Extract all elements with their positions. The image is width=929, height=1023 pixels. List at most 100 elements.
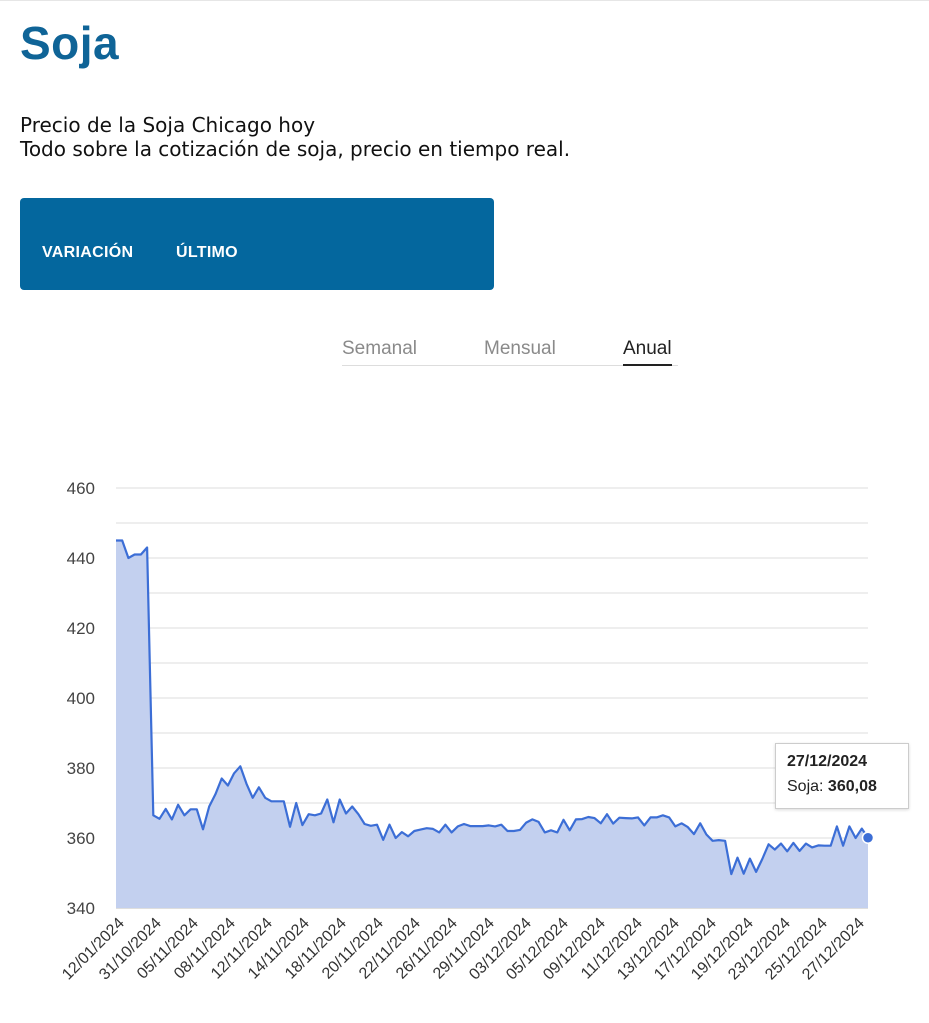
data-point [575,818,577,820]
data-point [482,825,484,827]
last-price-label: ÚLTIMO [176,244,238,261]
data-point [239,765,241,767]
data-point [625,817,627,819]
data-point [824,845,826,847]
data-point [681,822,683,824]
data-point [364,823,366,825]
data-point [413,830,415,832]
y-tick-label: 420 [67,619,95,638]
chart-tooltip: 27/12/2024 Soja: 360,08 [775,743,909,809]
data-point [339,799,341,801]
data-point [320,813,322,815]
data-point [227,785,229,787]
data-point [718,839,720,841]
data-point [426,827,428,829]
data-point [115,540,117,542]
data-point [587,816,589,818]
data-point [693,833,695,835]
data-point [805,843,807,845]
data-point [656,816,658,818]
data-point [308,813,310,815]
data-point [295,802,297,804]
data-point [370,825,372,827]
data-point [612,823,614,825]
data-point [569,829,571,831]
tooltip-value: 360,08 [827,778,877,795]
data-point [643,824,645,826]
data-point [333,821,335,823]
data-point [444,824,446,826]
y-tick-label: 440 [67,549,95,568]
data-point [208,806,210,808]
data-point [563,819,565,821]
data-point [755,871,757,873]
data-point [152,814,154,816]
subtitle-line-2: Todo sobre la cotización de soja, precio… [20,137,571,161]
data-point [326,799,328,801]
data-point [407,835,409,837]
data-point [650,816,652,818]
data-point [283,800,285,802]
data-point [699,822,701,824]
y-axis: 340 360 380 400 420 440 460 [67,479,95,918]
data-point [705,834,707,836]
data-point [768,843,770,845]
period-tabs: Semanal Mensual Anual [342,338,678,366]
data-point [674,825,676,827]
data-point [395,837,397,839]
data-point [270,800,272,802]
data-point [314,814,316,816]
data-point [420,829,422,831]
data-point [799,850,801,852]
data-point [594,817,596,819]
data-point [382,839,384,841]
data-point [519,829,521,831]
data-point [737,857,739,859]
data-point [836,825,838,827]
data-point [140,554,142,556]
data-point [749,858,751,860]
tab-semanal[interactable]: Semanal [342,338,417,359]
data-point [544,831,546,833]
page-subtitle: Precio de la Soja Chicago hoy Todo sobre… [20,113,570,161]
data-point [432,828,434,830]
data-point [214,793,216,795]
data-point [488,824,490,826]
top-divider [0,0,929,1]
price-chart: 340 360 380 400 420 440 460 12/01/202431/10/20… [59,479,875,983]
series-line [116,539,869,876]
data-point [637,816,639,818]
data-point [134,554,136,556]
data-point [730,873,732,875]
data-point [451,831,453,833]
data-point [631,817,633,819]
data-point [127,557,129,559]
data-point [780,843,782,845]
data-point [246,783,248,785]
data-point [177,804,179,806]
data-point [761,858,763,860]
data-point [351,806,353,808]
y-tick-label: 360 [67,829,95,848]
data-point [252,797,254,799]
data-point [301,824,303,826]
data-point [469,825,471,827]
data-point [687,826,689,828]
tab-mensual[interactable]: Mensual [484,338,556,359]
data-point [550,829,552,831]
data-point [258,786,260,788]
y-tick-label: 380 [67,759,95,778]
data-point [513,830,515,832]
data-point [606,813,608,815]
y-tick-label: 400 [67,689,95,708]
series-area [116,540,868,908]
data-point [494,825,496,827]
data-point [190,808,192,810]
data-point [476,825,478,827]
data-point [525,822,527,824]
data-point [668,816,670,818]
data-point [531,818,533,820]
data-point [389,824,391,826]
tooltip-series: Soja [787,778,820,795]
tab-anual[interactable]: Anual [623,338,672,366]
